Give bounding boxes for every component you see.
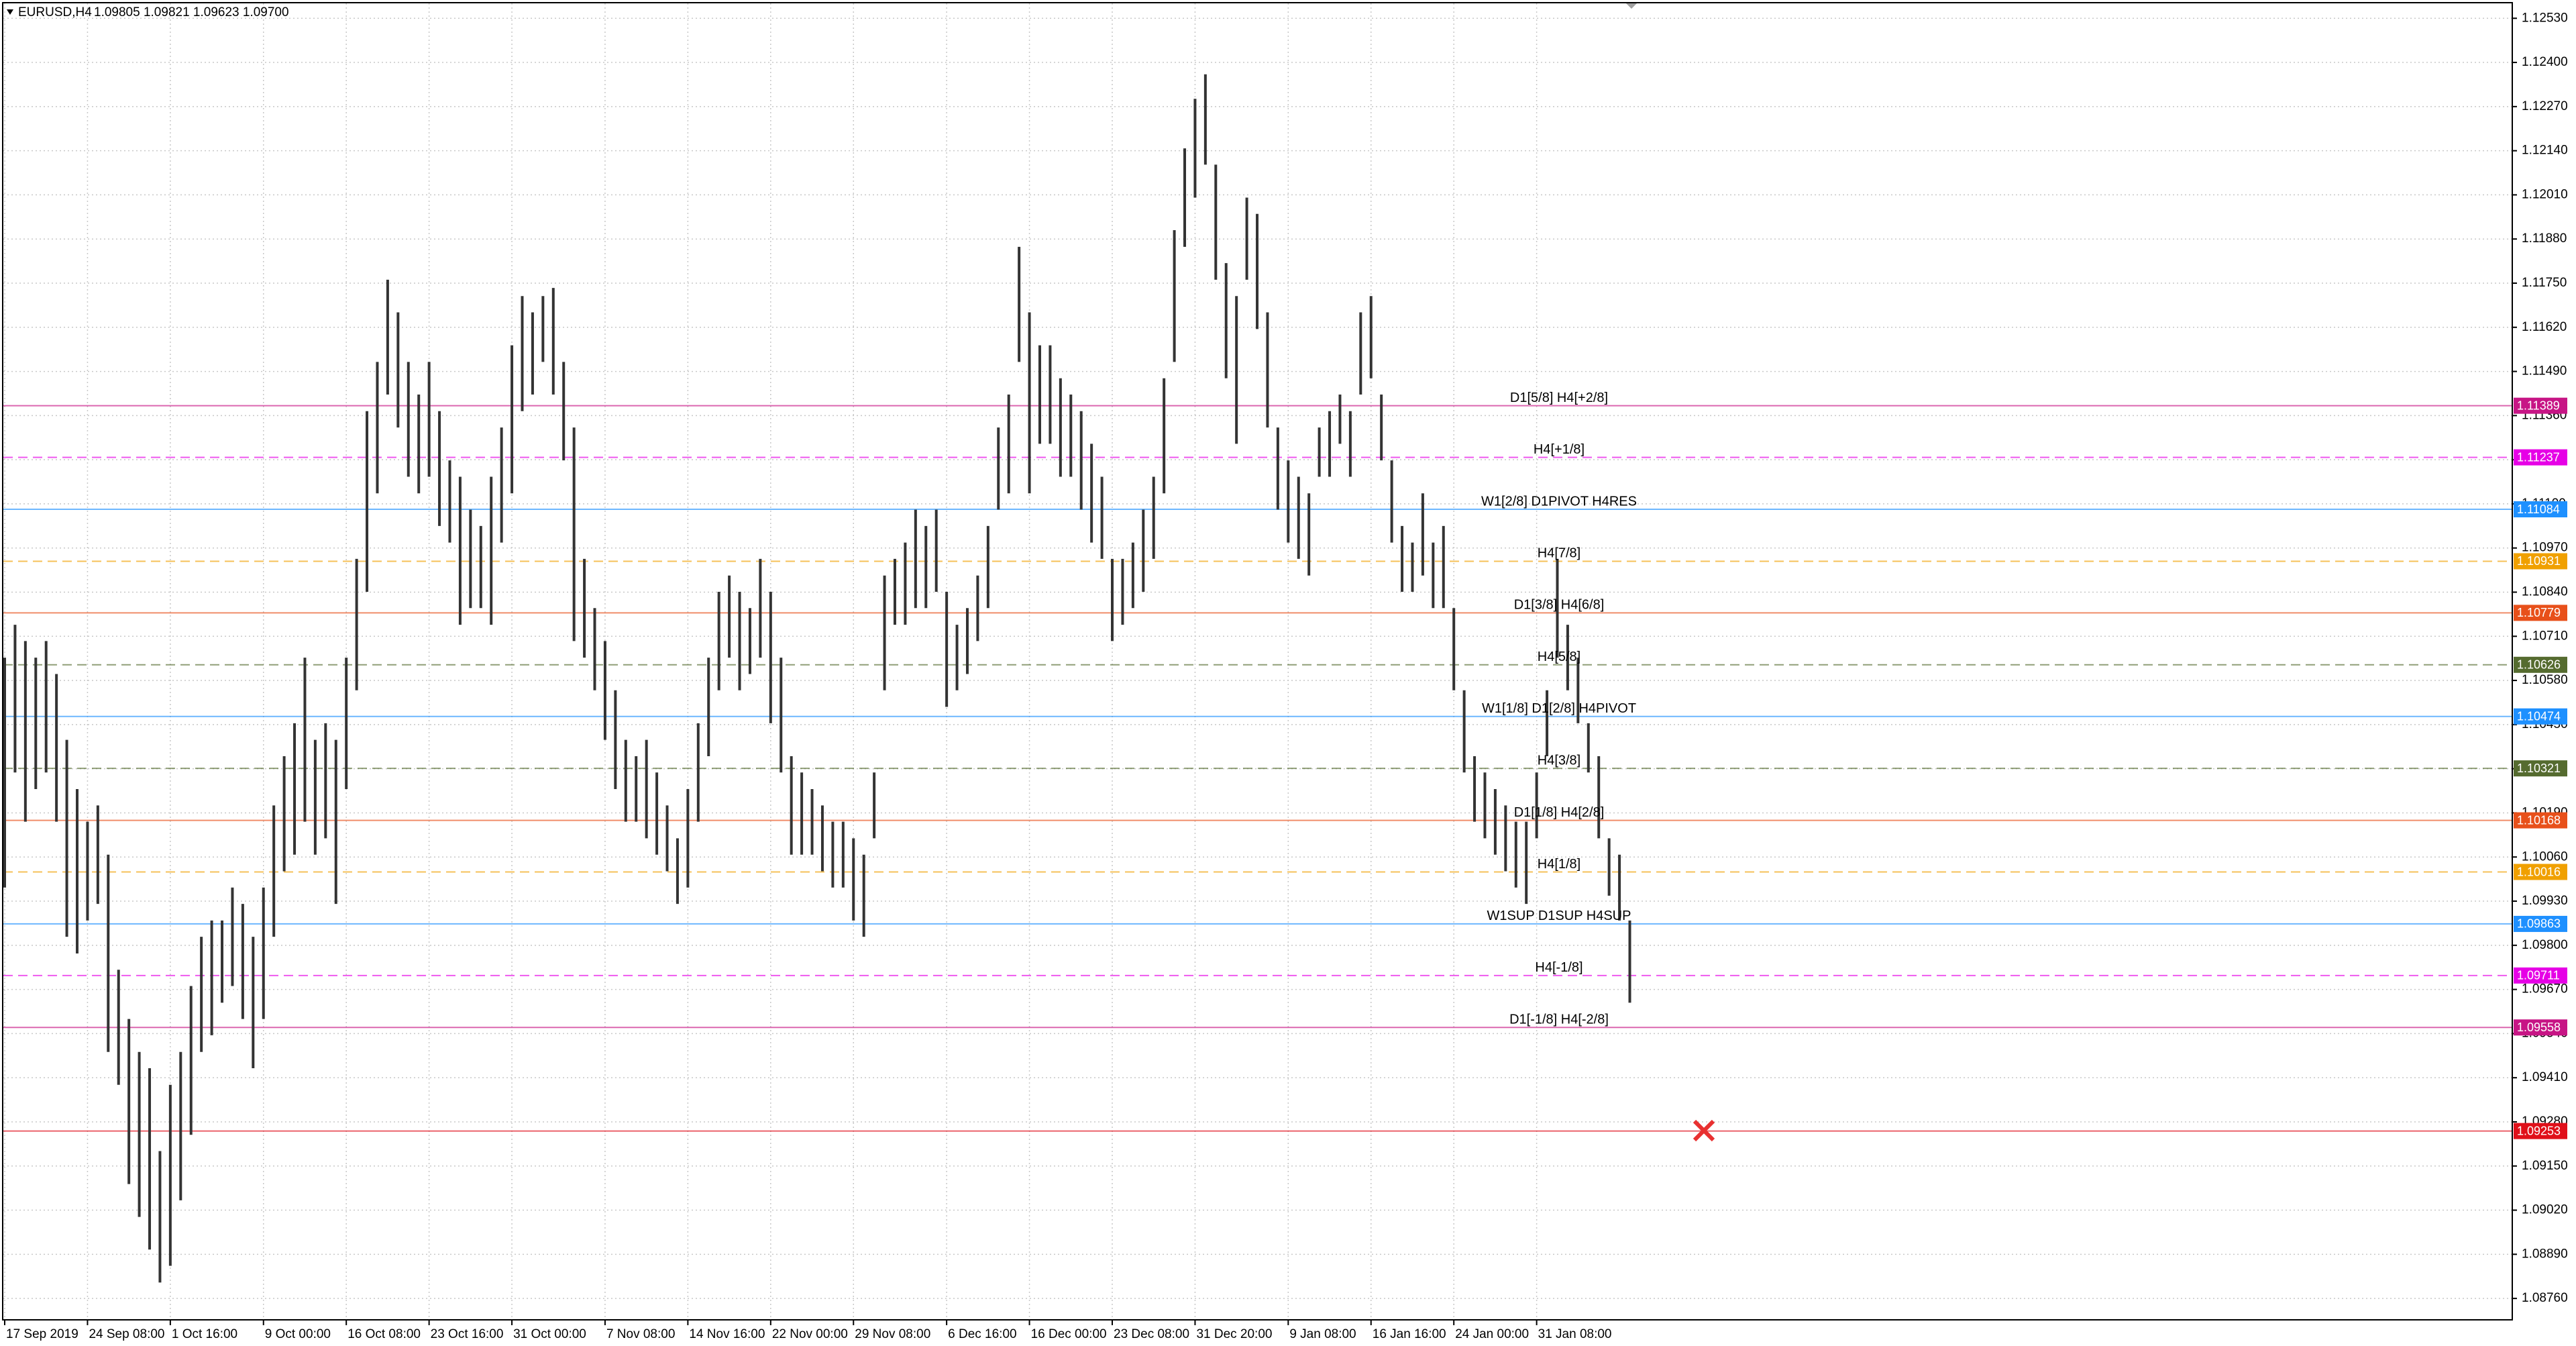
y-tick-label: 1.12140 (2522, 144, 2568, 158)
x-tick-label: 23 Oct 16:00 (431, 1327, 504, 1341)
x-tick-label: 22 Nov 00:00 (772, 1327, 848, 1341)
level-price-box (2514, 1019, 2567, 1036)
symbol-title: EURUSD,H4 (18, 5, 92, 19)
level-text: H4[-1/8] (1535, 960, 1582, 975)
x-tick-label: 31 Jan 08:00 (1538, 1327, 1612, 1341)
y-tick-label: 1.11750 (2522, 276, 2567, 290)
x-tick-label: 16 Oct 08:00 (347, 1327, 421, 1341)
x-tick-label: 24 Sep 08:00 (89, 1327, 164, 1341)
x-tick-label: 31 Oct 00:00 (513, 1327, 586, 1341)
level-price: 1.10626 (2517, 658, 2561, 672)
x-tick-label: 17 Sep 2019 (6, 1327, 78, 1341)
level-price: 1.09711 (2517, 969, 2560, 982)
x-tick-label: 29 Nov 08:00 (855, 1327, 930, 1341)
level-price: 1.10321 (2517, 762, 2561, 775)
cross-stroke (1693, 1119, 1715, 1142)
quote: 1.09805 1.09821 1.09623 1.09700 (94, 5, 289, 19)
level-price: 1.10779 (2517, 606, 2561, 619)
y-tick-label: 1.10970 (2522, 541, 2568, 555)
level-text: W1SUP D1SUP H4SUP (1487, 909, 1631, 923)
level-price-box (2514, 708, 2567, 725)
cross-marker (1693, 1119, 1715, 1142)
level-price: 1.09558 (2517, 1021, 2561, 1034)
y-tick-label: 1.09020 (2522, 1203, 2568, 1217)
level-text: D1[5/8] H4[+2/8] (1510, 391, 1608, 405)
level-price-box (2514, 553, 2567, 570)
x-tick-label: 24 Jan 00:00 (1455, 1327, 1529, 1341)
level-price-box (2514, 397, 2567, 414)
level-price-box (2514, 656, 2567, 673)
level-layer (3, 405, 2512, 1132)
x-tick-label: 9 Oct 00:00 (265, 1327, 331, 1341)
level-price-box (2514, 501, 2567, 518)
x-tick-label: 31 Dec 20:00 (1196, 1327, 1272, 1341)
level-price: 1.09253 (2517, 1124, 2561, 1137)
level-price-box (2514, 967, 2567, 984)
shift-marker (1626, 3, 1637, 9)
bar-layer (3, 74, 1631, 1283)
x-tick-label: 16 Jan 16:00 (1373, 1327, 1446, 1341)
y-tick-label: 1.12530 (2522, 11, 2568, 25)
x-tick-label: 9 Jan 08:00 (1289, 1327, 1356, 1341)
level-text: W1[2/8] D1PIVOT H4RES (1481, 494, 1637, 509)
y-tick-label: 1.10840 (2522, 585, 2568, 599)
y-tick-label: 1.11880 (2522, 231, 2567, 246)
level-text: D1[3/8] H4[6/8] (1514, 598, 1605, 613)
y-tick-label: 1.09410 (2522, 1070, 2568, 1084)
level-price: 1.11237 (2517, 450, 2560, 464)
level-text: H4[+1/8] (1534, 442, 1585, 457)
level-price: 1.10016 (2517, 865, 2561, 878)
level-text: H4[3/8] (1538, 753, 1580, 768)
x-tick-label: 14 Nov 16:00 (689, 1327, 765, 1341)
y-tick-label: 1.08890 (2522, 1247, 2568, 1261)
y-tick-label: 1.12270 (2522, 99, 2568, 113)
level-price: 1.10168 (2517, 813, 2561, 827)
label-layer: EURUSD,H4 1.09805 1.09821 1.09623 1.0970… (7, 5, 2567, 1142)
level-price-box (2514, 812, 2567, 829)
level-price: 1.09863 (2517, 917, 2561, 931)
level-price: 1.10474 (2517, 709, 2561, 723)
y-tick-label: 1.10710 (2522, 629, 2568, 643)
level-price-box (2514, 915, 2567, 932)
level-price-box (2514, 760, 2567, 777)
y-tick-label: 1.12400 (2522, 55, 2568, 69)
level-price: 1.11084 (2517, 503, 2560, 516)
level-price: 1.10931 (2517, 554, 2561, 568)
level-text: D1[1/8] H4[2/8] (1514, 805, 1605, 820)
y-tick-label: 1.09930 (2522, 894, 2568, 908)
level-price-box (2514, 864, 2567, 880)
y-tick-label: 1.11620 (2522, 320, 2567, 334)
level-text: H4[7/8] (1538, 546, 1580, 561)
level-text: D1[-1/8] H4[-2/8] (1509, 1013, 1609, 1027)
y-tick-label: 1.12010 (2522, 187, 2568, 201)
y-tick-label: 1.09670 (2522, 982, 2568, 996)
y-tick-label: 1.10580 (2522, 673, 2568, 687)
y-tick-label: 1.09150 (2522, 1159, 2568, 1173)
level-text: H4[1/8] (1538, 857, 1580, 872)
plot-frame (2, 2, 2513, 1321)
level-price-box (2514, 605, 2567, 621)
y-tick-label: 1.10060 (2522, 849, 2568, 864)
x-tick-label: 7 Nov 08:00 (606, 1327, 675, 1341)
y-tick-label: 1.08760 (2522, 1291, 2568, 1305)
x-tick-label: 23 Dec 08:00 (1114, 1327, 1189, 1341)
y-tick-label: 1.11490 (2522, 364, 2567, 378)
x-tick-label: 1 Oct 16:00 (172, 1327, 237, 1341)
header-icon (7, 9, 13, 15)
y-tick-label: 1.09800 (2522, 938, 2568, 952)
level-price-box (2514, 449, 2567, 466)
x-tick-label: 16 Dec 00:00 (1031, 1327, 1107, 1341)
level-price-box (2514, 1123, 2567, 1139)
level-text: H4[5/8] (1538, 650, 1580, 664)
x-tick-label: 6 Dec 16:00 (948, 1327, 1016, 1341)
level-text: W1[1/8] D1[2/8] H4PIVOT (1482, 701, 1636, 716)
level-price: 1.11389 (2517, 399, 2560, 412)
